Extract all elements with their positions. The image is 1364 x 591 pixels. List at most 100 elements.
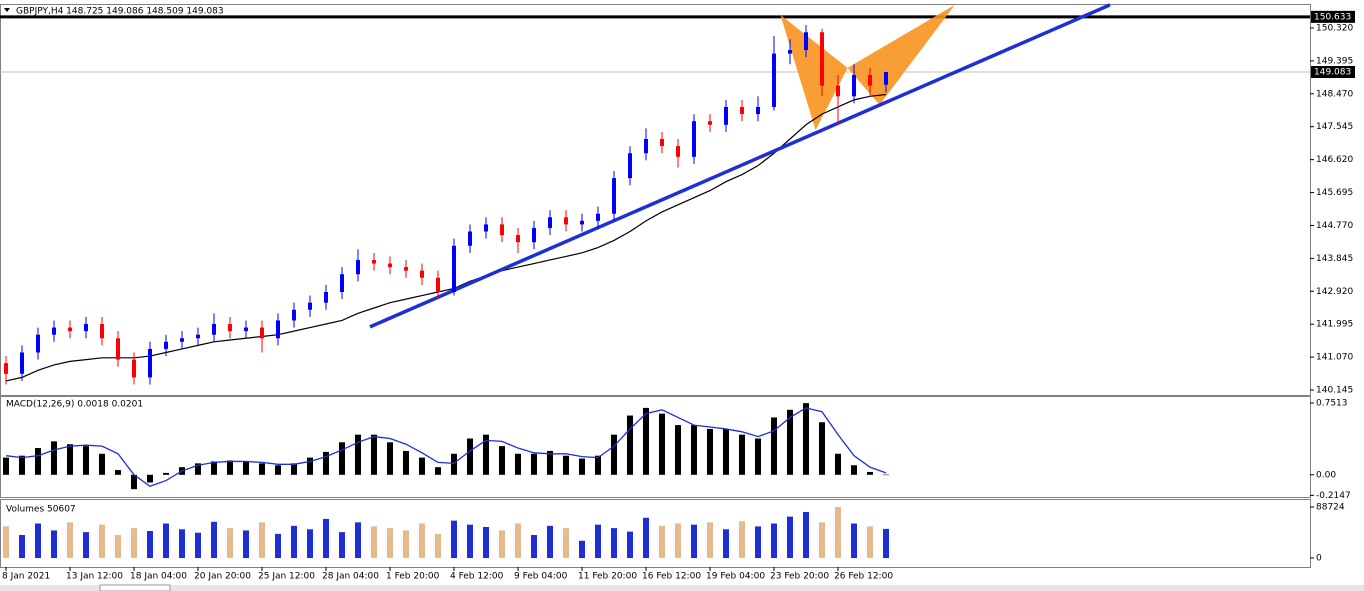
trendline (369, 3, 1111, 329)
volume-bar (867, 526, 873, 559)
y-tick-label: 146.620 (1316, 155, 1353, 165)
volume-bar (483, 526, 489, 559)
y-tick-label: 148.470 (1316, 89, 1353, 99)
x-tick-label: 23 Feb 20:00 (770, 572, 829, 582)
volume-bar (3, 526, 9, 559)
candle-body (244, 327, 248, 332)
candle-body (804, 32, 808, 51)
macd-bar (227, 460, 233, 475)
macd-bar (291, 463, 297, 475)
candle-body (276, 320, 280, 339)
x-tick-label: 25 Jan 12:00 (258, 572, 315, 582)
macd-bar (627, 415, 633, 475)
moving-average (5, 93, 887, 382)
pattern-bcd (847, 4, 955, 105)
y-tick-label: 141.995 (1316, 320, 1353, 330)
volume-bar (99, 524, 105, 559)
candle-body (260, 327, 264, 339)
macd-bar (531, 453, 537, 475)
macd-bar (115, 470, 121, 475)
macd-bar (691, 425, 697, 475)
macd-bar (803, 403, 809, 475)
x-tick-label: 1 Feb 20:00 (386, 572, 440, 582)
volume-title: Volumes 50607 (6, 505, 76, 515)
volume-bar (467, 524, 473, 559)
macd-bar (275, 465, 281, 475)
macd-signal (5, 407, 887, 488)
candle-body (212, 324, 216, 335)
x-tick-label: 28 Jan 04:00 (322, 572, 379, 582)
volume-bar (51, 530, 57, 559)
menu-arrow[interactable] (4, 8, 10, 12)
volume-bar (323, 518, 329, 559)
candle-body (148, 348, 152, 378)
y-tick-label: -0.2147 (1316, 491, 1351, 501)
candle-body (484, 224, 488, 232)
macd-bar (643, 407, 649, 475)
volume-bar (819, 522, 825, 559)
x-tick-label: 11 Feb 20:00 (578, 572, 637, 582)
volume-bar (307, 529, 313, 559)
volume-bar (243, 530, 249, 559)
volume-bar (739, 521, 745, 559)
macd-bar (83, 446, 89, 475)
volume-bar (563, 528, 569, 559)
volume-bar (595, 524, 601, 559)
macd-bar (51, 441, 57, 475)
volume-bar (131, 528, 137, 559)
candle-body (580, 220, 584, 225)
candle-body (404, 267, 408, 271)
volume-bar (195, 532, 201, 559)
candle-body (420, 270, 424, 278)
x-tick-label: 13 Jan 12:00 (66, 572, 123, 582)
macd-bar (739, 434, 745, 475)
macd-bar (563, 455, 569, 475)
candle-body (372, 259, 376, 264)
macd-bar (755, 438, 761, 475)
y-tick-label: 144.770 (1316, 221, 1353, 231)
volume-bar (227, 528, 233, 559)
macd-bar (595, 455, 601, 475)
macd-bar (259, 463, 265, 475)
macd-bar (771, 417, 777, 475)
volume-bar (691, 524, 697, 559)
macd-bar (659, 413, 665, 475)
x-tick-label: 26 Feb 12:00 (834, 572, 893, 582)
candle-body (468, 231, 472, 246)
volume-bar (355, 522, 361, 559)
macd-bar (883, 474, 889, 476)
candle-body (548, 217, 552, 228)
y-tick-label: 0.00 (1316, 470, 1336, 480)
volume-bar (851, 523, 857, 559)
candle-body (772, 53, 776, 107)
y-tick-label: 147.545 (1316, 122, 1353, 132)
candle-body (692, 121, 696, 157)
volume-bar (371, 526, 377, 559)
macd-title: MACD(12,26,9) 0.0018 0.0201 (6, 400, 143, 410)
candle-body (388, 263, 392, 268)
volume-bar (19, 535, 25, 559)
tab[interactable] (99, 584, 171, 591)
candle-body (596, 213, 600, 221)
volume-bar (435, 533, 441, 559)
volume-bar (803, 512, 809, 559)
candle-body (324, 291, 328, 303)
y-tick-label: 143.845 (1316, 254, 1353, 264)
macd-bar (435, 467, 441, 475)
candle-body (340, 274, 344, 292)
candle-body (708, 121, 712, 125)
x-tick-label: 19 Feb 04:00 (706, 572, 765, 582)
volume-panel (0, 499, 1311, 568)
macd-bar (851, 465, 857, 475)
macd-bar (867, 471, 873, 475)
x-tick-label: 8 Jan 2021 (2, 572, 50, 582)
volume-bar (387, 528, 393, 559)
macd-bar (163, 472, 169, 475)
volume-bar (531, 535, 537, 559)
volume-bar (659, 525, 665, 559)
volume-bar (627, 531, 633, 559)
volume-bar (275, 533, 281, 559)
candle-body (532, 227, 536, 243)
macd-bar (35, 448, 41, 475)
